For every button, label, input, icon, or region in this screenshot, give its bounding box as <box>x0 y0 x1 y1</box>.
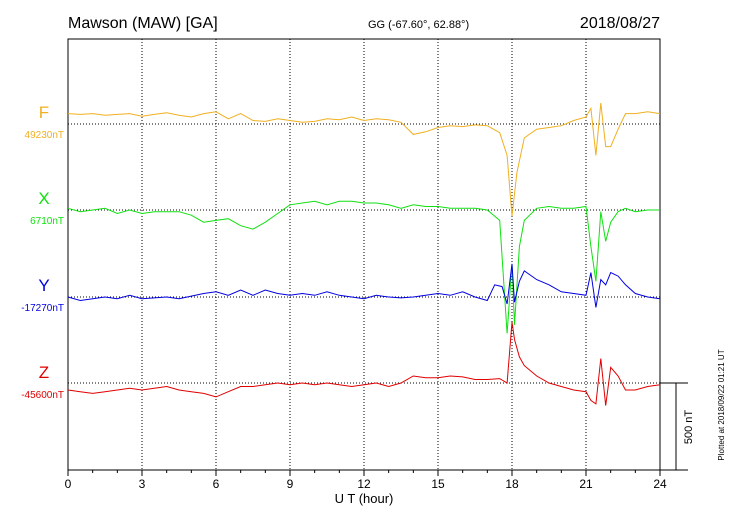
baseline-label-Z: -45600nT <box>21 390 64 401</box>
x-tick-label-6: 6 <box>213 477 220 491</box>
scale-bar-label: 500 nT <box>683 410 695 445</box>
x-axis: 0 3 6 9 12 15 18 21 24 <box>65 470 667 491</box>
trace-Z <box>67 322 661 406</box>
coordinates-label: GG (-67.60°, 62.88°) <box>368 19 469 31</box>
x-tick-label-15: 15 <box>431 477 445 491</box>
series-name-X: X <box>38 189 49 208</box>
trace-X <box>67 200 660 334</box>
x-tick-label-21: 21 <box>579 477 593 491</box>
x-tick-label-12: 12 <box>357 477 371 491</box>
series-name-F: F <box>39 103 49 122</box>
series-name-Z: Z <box>39 363 49 382</box>
series-name-Y: Y <box>38 276 49 295</box>
series-labels: F 49230nT X 6710nT Y -17270nT Z -45600nT <box>21 103 64 401</box>
x-tick-label-24: 24 <box>653 477 667 491</box>
x-tick-label-3: 3 <box>139 477 146 491</box>
data-traces <box>67 103 661 406</box>
station-title: Mawson (MAW) [GA] <box>68 15 218 32</box>
x-tick-label-0: 0 <box>65 477 72 491</box>
x-axis-title: U T (hour) <box>335 491 394 506</box>
date-label: 2018/08/27 <box>580 15 660 32</box>
scale-bar: 500 nT <box>660 382 695 471</box>
plotted-at-note: Plotted at 2018/09/22 01:21 UT <box>717 349 726 460</box>
x-tick-label-18: 18 <box>505 477 519 491</box>
baseline-label-F: 49230nT <box>25 130 64 141</box>
trace-F <box>67 103 661 217</box>
baseline-label-X: 6710nT <box>30 216 64 227</box>
x-tick-label-9: 9 <box>287 477 294 491</box>
baseline-label-Y: -17270nT <box>21 303 64 314</box>
trace-Y <box>67 263 661 308</box>
grid-lines <box>68 39 660 470</box>
